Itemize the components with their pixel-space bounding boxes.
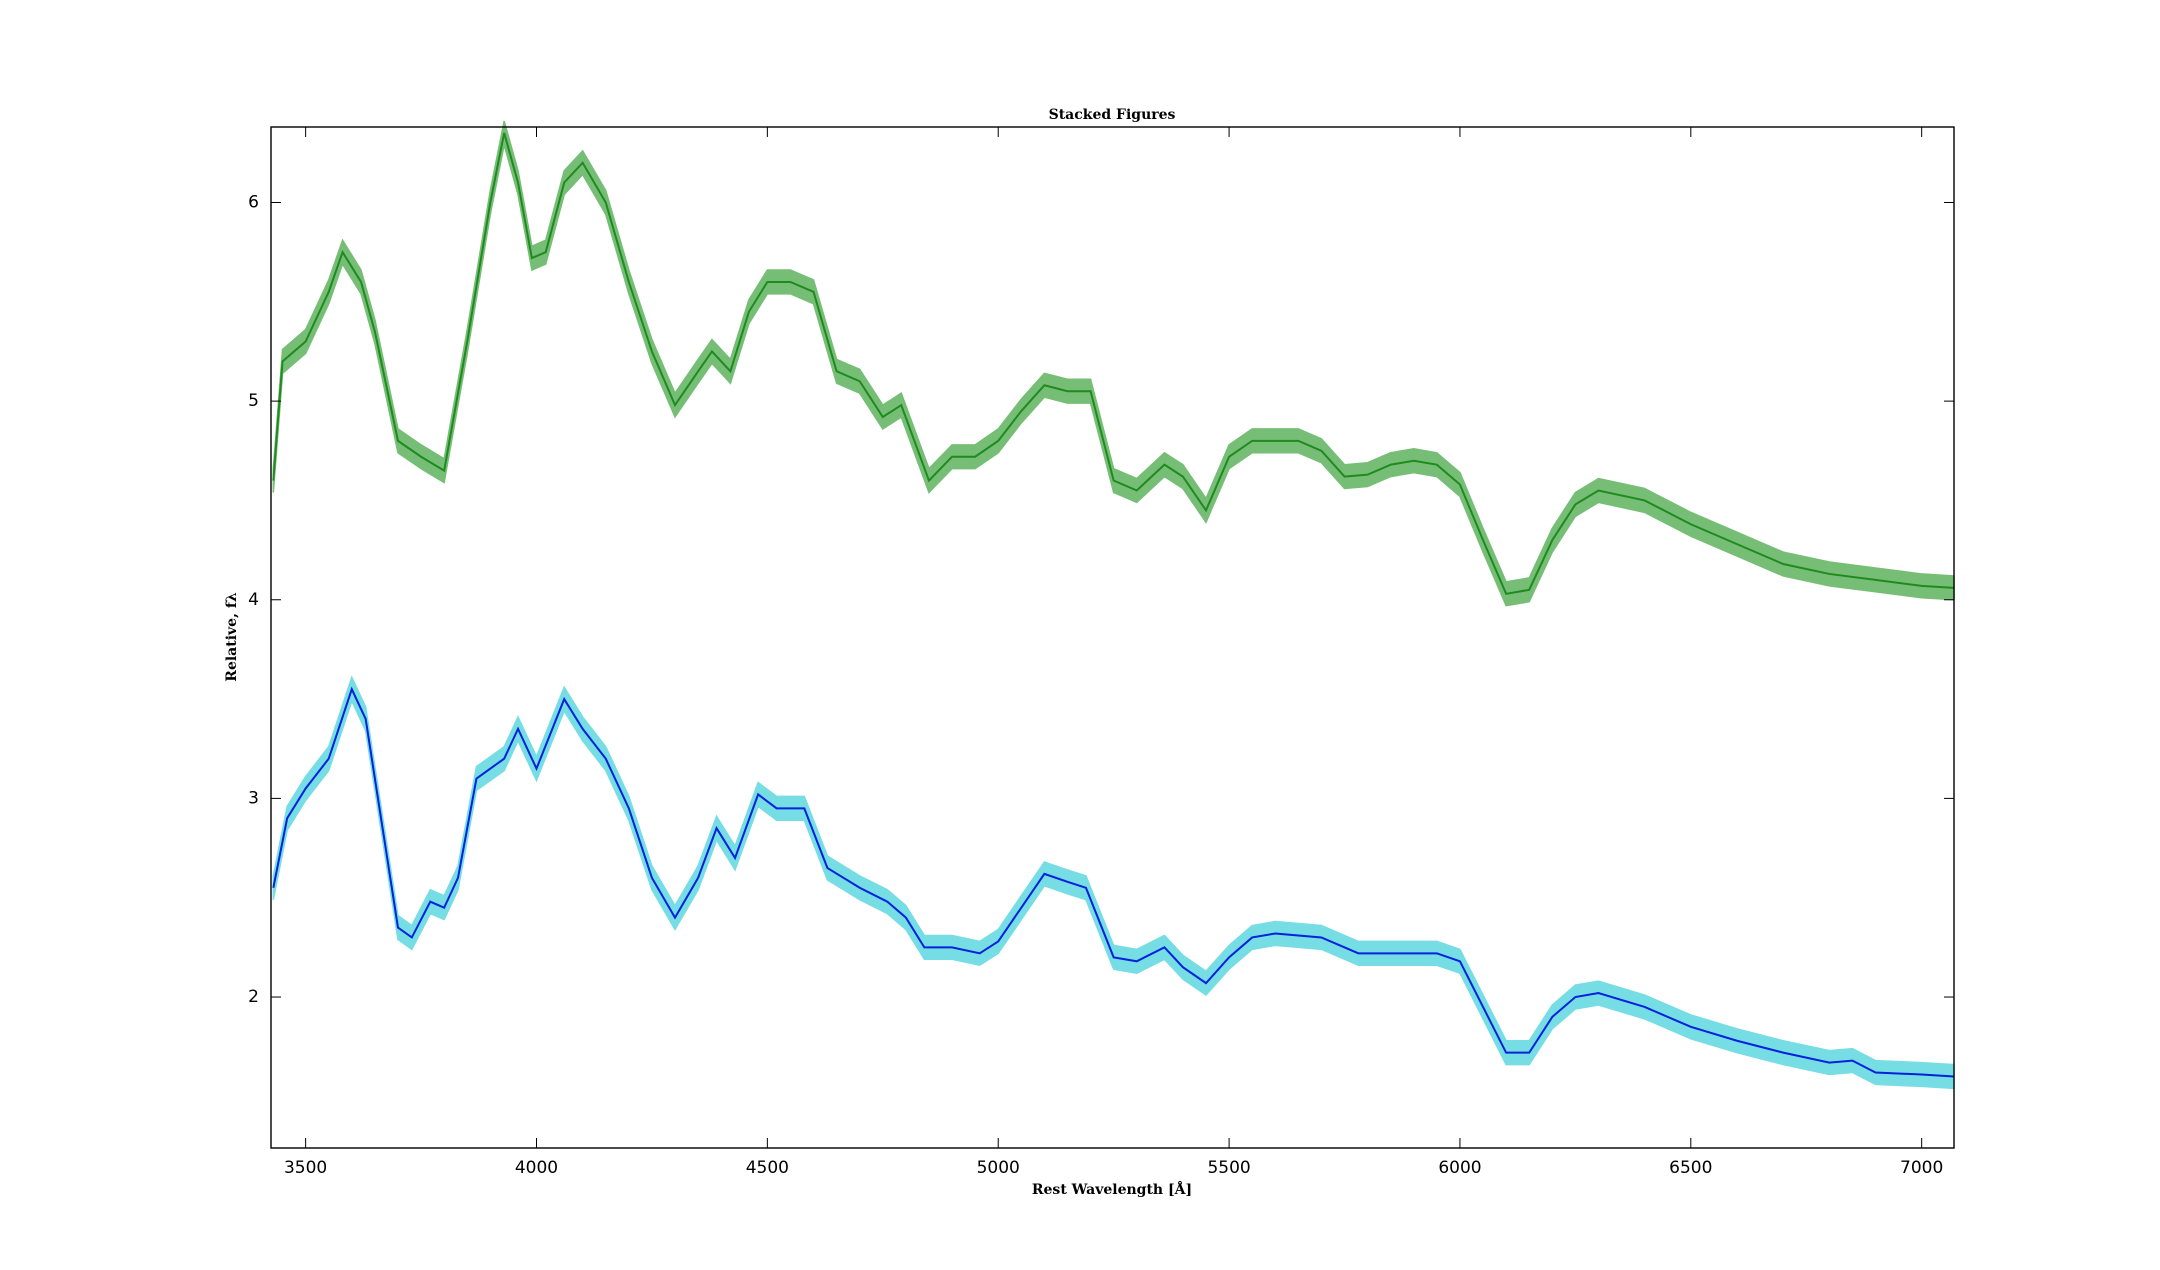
line	[272, 132, 1955, 595]
error-band	[272, 120, 1955, 607]
y-axis-label: Relative, fλ	[224, 592, 240, 682]
line	[272, 686, 1955, 1078]
x-tick-label: 6000	[1438, 1158, 1481, 1178]
plot-frame	[270, 126, 1955, 1149]
y-tick-label: 3	[248, 788, 259, 808]
x-tick-label: 4000	[515, 1158, 558, 1178]
x-tick-label: 5500	[1207, 1158, 1250, 1178]
x-tick-label: 7000	[1900, 1158, 1943, 1178]
y-tick-label: 2	[248, 987, 259, 1007]
error-band	[272, 675, 1955, 1090]
y-tick-label: 6	[248, 192, 259, 212]
x-tick-label: 4500	[746, 1158, 789, 1178]
chart-title: Stacked Figures	[1049, 107, 1176, 123]
x-tick-label: 3500	[284, 1158, 327, 1178]
x-tick-label: 5000	[977, 1158, 1020, 1178]
x-tick-label: 6500	[1669, 1158, 1712, 1178]
y-tick-label: 5	[248, 391, 259, 411]
x-axis-label: Rest Wavelength [Å]	[1032, 1180, 1192, 1198]
y-tick-label: 4	[248, 590, 259, 610]
